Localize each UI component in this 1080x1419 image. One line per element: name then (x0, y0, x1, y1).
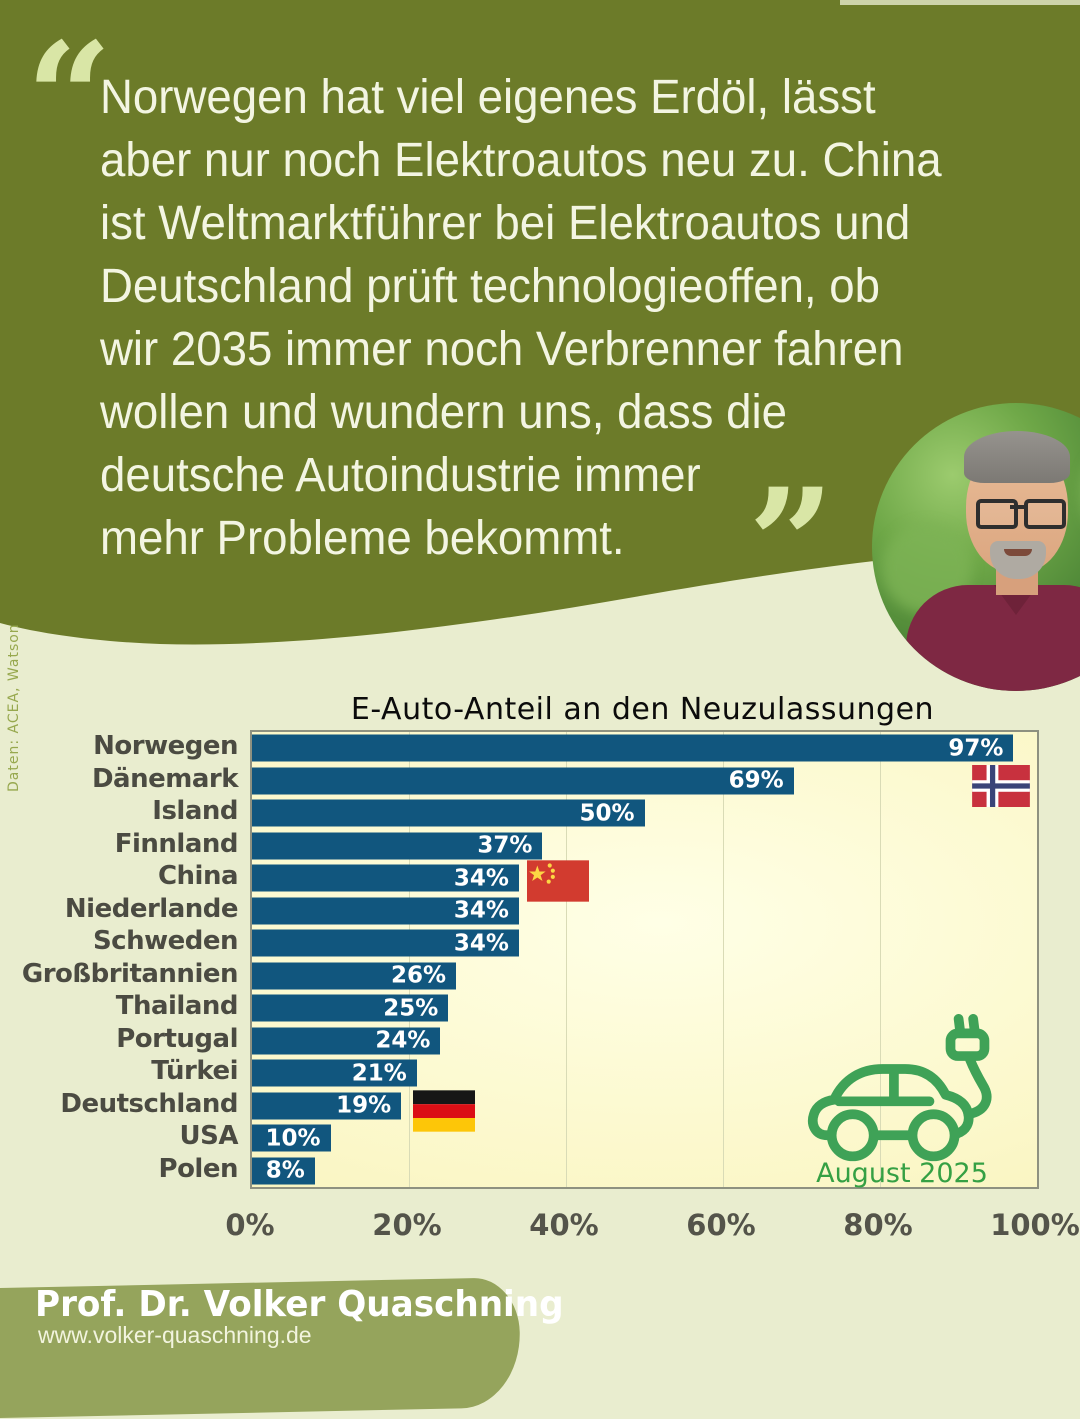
gridline (409, 732, 410, 1187)
bar-value-label: 21% (351, 1060, 407, 1087)
category-label-dänemark: Dänemark (91, 763, 239, 794)
quote-line: wir 2035 immer noch Verbrenner fahren (100, 323, 904, 376)
bar-value-label: 25% (383, 995, 439, 1022)
category-label-polen: Polen (158, 1153, 239, 1184)
category-label-großbritannien: Großbritannien (21, 958, 239, 989)
category-label-island: Island (152, 796, 238, 827)
bar-usa: 10% (252, 1124, 331, 1152)
avatar-mouth (1004, 549, 1032, 556)
quote-line: Norwegen hat viel eigenes Erdöl, lässt (100, 71, 876, 124)
bar-portugal: 24% (252, 1027, 441, 1055)
x-tick-20%: 20% (372, 1208, 442, 1242)
category-label-deutschland: Deutschland (60, 1088, 238, 1119)
bar-value-label: 37% (477, 832, 533, 859)
x-tick-40%: 40% (529, 1208, 599, 1242)
top-edge-sliver (840, 0, 1080, 5)
avatar-hair (964, 431, 1070, 483)
avatar-beard (990, 541, 1046, 579)
avatar (872, 403, 1080, 691)
x-tick-60%: 60% (686, 1208, 756, 1242)
quote-line: Deutschland prüft technologieoffen, ob (100, 260, 880, 313)
bar-polen: 8% (252, 1157, 315, 1185)
bar-row-polen: 8% (252, 1155, 1037, 1188)
bar-value-label: 97% (948, 735, 1004, 762)
chart-date-annotation: August 2025 (816, 1158, 988, 1189)
quote-line: mehr Probleme bekommt. (100, 512, 625, 565)
bar-row-china: 34% (252, 862, 1037, 895)
bar-row-usa: 10% (252, 1122, 1037, 1155)
bar-thailand: 25% (252, 994, 449, 1022)
category-label-türkei: Türkei (151, 1056, 238, 1087)
category-labels: Norwegen Dänemark Island Finnland China Niede… (0, 730, 239, 1185)
x-tick-80%: 80% (843, 1208, 913, 1242)
bar-row-dänemark: 69% (252, 765, 1037, 798)
bar-row-portugal: 24% (252, 1025, 1037, 1058)
bar-value-label: 34% (453, 930, 509, 957)
bar-value-label: 26% (391, 962, 447, 989)
bar-row-deutschland: 19% (252, 1090, 1037, 1123)
electric-car-icon (807, 1014, 992, 1162)
glasses-bridge (1010, 505, 1026, 509)
quote-line: wollen und wundern uns, dass die (100, 386, 787, 439)
bar-row-norwegen: 97% (252, 732, 1037, 765)
bar-finnland: 37% (252, 832, 543, 860)
x-tick-0%: 0% (225, 1208, 275, 1242)
chart-title: E-Auto-Anteil an den Neuzulassungen (350, 692, 935, 727)
bar-value-label: 34% (453, 865, 509, 892)
bar-value-label: 24% (375, 1027, 431, 1054)
bar-value-label: 8% (265, 1157, 305, 1184)
glasses-right-lens (1024, 499, 1066, 529)
bar-value-label: 34% (453, 897, 509, 924)
bar-row-finnland: 37% (252, 830, 1037, 863)
category-label-thailand: Thailand (115, 991, 239, 1022)
bar-niederlande: 34% (252, 897, 519, 925)
bar-row-island: 50% (252, 797, 1037, 830)
bar-norwegen: 97% (252, 734, 1014, 762)
open-quote-icon: “ (26, 10, 113, 186)
bar-row-niederlande: 34% (252, 895, 1037, 928)
author-website: www.volker-quaschning.de (38, 1322, 312, 1348)
bar-island: 50% (252, 799, 645, 827)
norway-flag-icon (970, 765, 1032, 807)
category-label-schweden: Schweden (92, 926, 239, 957)
glasses-left-lens (976, 499, 1018, 529)
bar-deutschland: 19% (252, 1092, 402, 1120)
bar-value-label: 69% (728, 767, 784, 794)
category-label-norwegen: Norwegen (93, 731, 238, 762)
x-axis: 0% 20% 40% 60% 80% 100% (225, 1208, 1079, 1248)
bar-row-schweden: 34% (252, 927, 1037, 960)
bar-value-label: 50% (579, 800, 635, 827)
china-flag-icon (526, 860, 589, 902)
bar-row-türkei: 21% (252, 1057, 1037, 1090)
bar-dänemark: 69% (252, 767, 794, 795)
avatar-shirt (906, 585, 1080, 691)
germany-flag-icon (413, 1090, 476, 1132)
bar-row-thailand: 25% (252, 992, 1037, 1025)
bar-value-label: 19% (336, 1092, 392, 1119)
x-tick-100%: 100% (990, 1208, 1080, 1242)
close-quote-icon: ” (748, 456, 835, 632)
bar-row-großbritannien: 26% (252, 960, 1037, 993)
bar-china: 34% (252, 864, 519, 892)
plot-area: 97% 69% 50% 37% 34% 34% 34% 26% 25% 24% 21% 19% 10% 8… (250, 730, 1039, 1189)
category-label-niederlande: Niederlande (64, 893, 239, 924)
quote-text: Norwegen hat viel eigenes Erdöl, lässt ab… (100, 66, 1003, 570)
bar-großbritannien: 26% (252, 962, 457, 990)
bar-schweden: 34% (252, 929, 519, 957)
quote-line: aber nur noch Elektroautos neu zu. China (100, 134, 942, 187)
quote-line: deutsche Autoindustrie immer (100, 449, 701, 502)
bar-value-label: 10% (265, 1125, 321, 1152)
category-label-china: China (157, 861, 239, 892)
quote-line: ist Weltmarktführer bei Elektroautos und (100, 197, 911, 250)
gridline (723, 732, 724, 1187)
category-label-portugal: Portugal (116, 1023, 238, 1054)
bar-türkei: 21% (252, 1059, 417, 1087)
gridline (880, 732, 881, 1187)
category-label-usa: USA (179, 1121, 239, 1152)
category-label-finnland: Finnland (114, 828, 239, 859)
gridline (566, 732, 567, 1187)
author-name: Prof. Dr. Volker Quaschning (35, 1284, 564, 1325)
